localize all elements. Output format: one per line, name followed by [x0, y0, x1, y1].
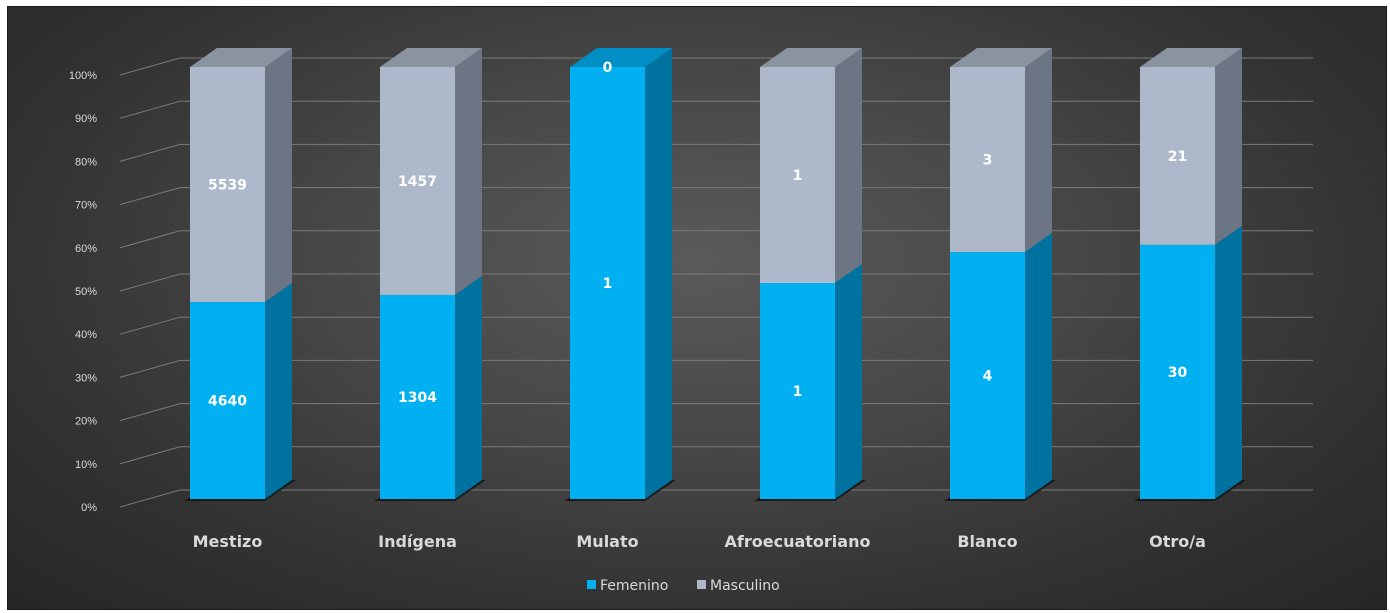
legend-label-femenino: Femenino: [600, 578, 668, 594]
bar-femenino-blanco: [950, 252, 1025, 499]
bar-femenino-mulato: [570, 67, 645, 499]
gridline: [119, 403, 1313, 422]
y-tick-label: 30%: [75, 372, 97, 384]
data-label-femenino-afroecuatoriano: 1: [793, 384, 803, 400]
data-label-femenino-blanco: 4: [983, 369, 993, 385]
gridline: [119, 316, 1313, 335]
bar-top-otro-a: [1140, 48, 1242, 67]
bar-top-afroecuatoriano: [760, 48, 862, 67]
y-tick-label: 10%: [75, 459, 97, 471]
y-tick-label: 80%: [75, 156, 97, 168]
y-tick-label: 90%: [75, 113, 97, 125]
bar-masculino-side-blanco: [1025, 48, 1052, 253]
data-label-femenino-mulato: 1: [603, 276, 613, 292]
x-axis-categories: Mestizo Indígena Mulato Afroecuatoriano Blan…: [193, 532, 1206, 551]
chart-area: 0% 10% 20% 30% 40% 50% 60% 70% 80% 90% 100% 4640 55…: [7, 6, 1387, 610]
y-tick-label: 50%: [75, 286, 97, 298]
bar-femenino-side-afroecuatoriano: [835, 264, 862, 499]
data-label-masculino-mulato: 0: [603, 60, 613, 76]
bar-femenino-side-mulato: [645, 48, 672, 499]
y-tick-label: 0%: [81, 502, 97, 514]
data-label-masculino-blanco: 3: [983, 153, 993, 169]
bars: [190, 48, 1242, 499]
bar-top-mestizo: [190, 48, 292, 67]
bar-top-mulato: [570, 48, 672, 67]
legend: Femenino Masculino: [587, 578, 780, 594]
gridline: [119, 100, 1313, 119]
x-category-mulato: Mulato: [576, 532, 638, 551]
gridline: [119, 187, 1313, 206]
gridline: [119, 359, 1313, 378]
gridlines: [119, 57, 1313, 508]
legend-swatch-femenino: [587, 580, 596, 589]
y-tick-label: 60%: [75, 243, 97, 255]
bar-femenino-side-mestizo: [265, 283, 292, 499]
gridline: [119, 230, 1313, 249]
bar-masculino-side-afroecuatoriano: [835, 48, 862, 283]
bar-femenino-otro-a: [1140, 244, 1215, 499]
legend-swatch-masculino: [697, 580, 706, 589]
bar-top-indigena: [380, 48, 482, 67]
legend-label-masculino: Masculino: [710, 578, 780, 594]
bar-masculino-side-mestizo: [265, 48, 292, 303]
bar-masculino-mestizo: [190, 67, 265, 303]
bar-femenino-side-otro-a: [1215, 225, 1242, 499]
data-label-masculino-mestizo: 5539: [208, 178, 247, 194]
x-category-otro-a: Otro/a: [1149, 532, 1206, 551]
bar-femenino-mestizo: [190, 302, 265, 499]
data-label-masculino-otro-a: 21: [1168, 149, 1187, 165]
data-labels: 4640 5539 1304 1457 1 0 1 1 4 3 30 21: [208, 60, 1187, 410]
y-tick-label: 100%: [69, 70, 97, 82]
bar-femenino-side-blanco: [1025, 233, 1052, 499]
y-tick-label: 40%: [75, 329, 97, 341]
data-label-femenino-otro-a: 30: [1168, 365, 1188, 381]
gridline: [119, 446, 1313, 465]
bar-masculino-afroecuatoriano: [760, 67, 835, 283]
bar-masculino-otro-a: [1140, 67, 1215, 245]
bar-masculino-blanco: [950, 67, 1025, 253]
y-tick-label: 20%: [75, 416, 97, 428]
bar-femenino-side-indigena: [455, 275, 482, 499]
x-category-afroecuatoriano: Afroecuatoriano: [725, 532, 871, 551]
gridline: [119, 273, 1313, 292]
y-axis-ticks: 0% 10% 20% 30% 40% 50% 60% 70% 80% 90% 100%: [69, 70, 97, 514]
y-tick-label: 70%: [75, 200, 97, 212]
bar-masculino-indigena: [380, 67, 455, 295]
bar-femenino-indigena: [380, 294, 455, 499]
data-label-femenino-mestizo: 4640: [208, 394, 247, 410]
bar-top-blanco: [950, 48, 1052, 67]
gridline: [119, 57, 1313, 76]
x-category-blanco: Blanco: [957, 532, 1017, 551]
gridline: [119, 143, 1313, 162]
data-label-masculino-indigena: 1457: [398, 174, 437, 190]
data-label-femenino-indigena: 1304: [398, 390, 437, 406]
x-category-mestizo: Mestizo: [193, 532, 263, 551]
bar-masculino-side-indigena: [455, 48, 482, 295]
bar-femenino-afroecuatoriano: [760, 283, 835, 499]
stacked-bar-chart: 0% 10% 20% 30% 40% 50% 60% 70% 80% 90% 100% 4640 55…: [69, 48, 1313, 594]
x-category-indigena: Indígena: [378, 532, 457, 551]
bar-masculino-side-otro-a: [1215, 48, 1242, 245]
data-label-masculino-afroecuatoriano: 1: [793, 168, 803, 184]
gridline: [119, 489, 1313, 508]
